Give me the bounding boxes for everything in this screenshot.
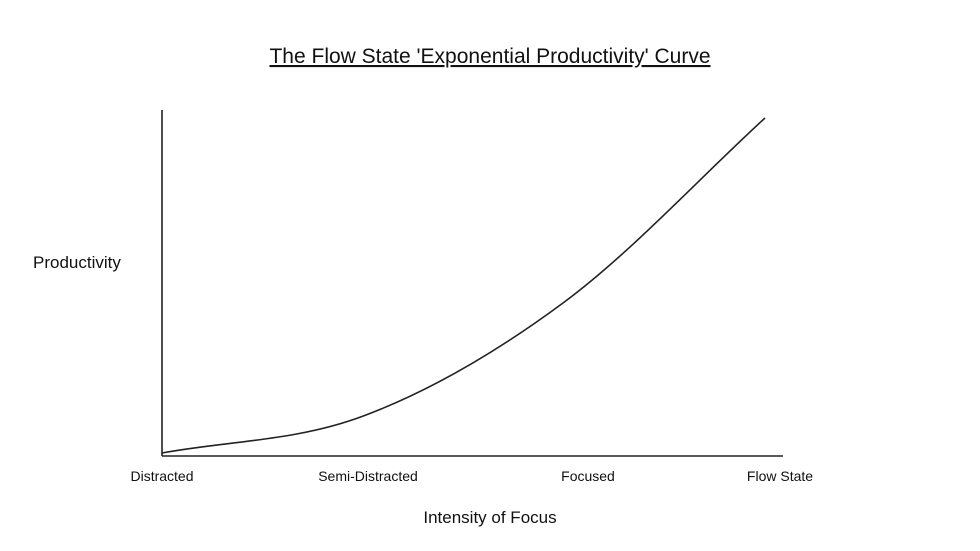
y-axis-label: Productivity <box>33 253 121 272</box>
chart-title: The Flow State 'Exponential Productivity… <box>269 45 710 68</box>
x-tick-label-distracted: Distracted <box>130 468 193 484</box>
x-tick-label-focused: Focused <box>561 468 615 484</box>
x-tick-label-semi-distracted: Semi-Distracted <box>318 468 418 484</box>
x-tick-labels: Distracted Semi-Distracted Focused Flow Sta… <box>130 468 813 484</box>
productivity-curve <box>161 117 766 454</box>
x-tick-label-flow-state: Flow State <box>747 468 813 484</box>
x-axis-label: Intensity of Focus <box>423 508 556 527</box>
series-group <box>161 117 766 454</box>
